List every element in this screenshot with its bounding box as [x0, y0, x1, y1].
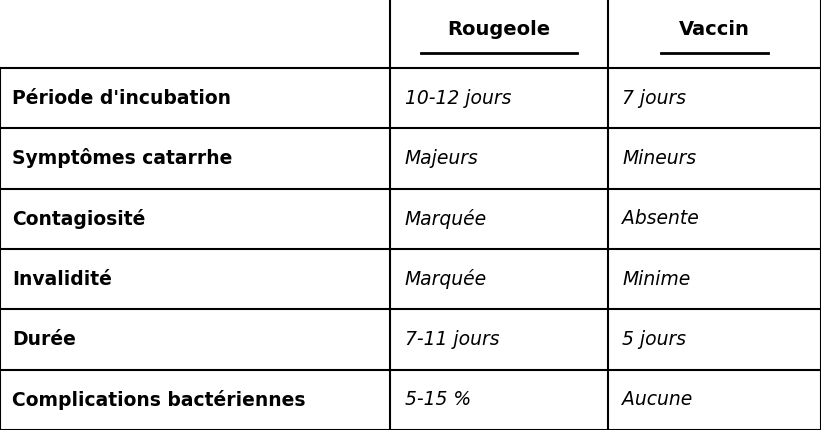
Text: Contagiosité: Contagiosité	[12, 209, 145, 229]
Text: Minime: Minime	[622, 270, 690, 289]
Text: Durée: Durée	[12, 330, 76, 349]
Text: Invalidité: Invalidité	[12, 270, 112, 289]
Text: Période d'incubation: Période d'incubation	[12, 89, 232, 108]
Text: Marquée: Marquée	[405, 209, 487, 229]
Text: Majeurs: Majeurs	[405, 149, 479, 168]
Text: 7 jours: 7 jours	[622, 89, 686, 108]
Text: Vaccin: Vaccin	[679, 20, 750, 39]
Text: Marquée: Marquée	[405, 269, 487, 289]
Text: Symptômes catarrhe: Symptômes catarrhe	[12, 148, 232, 169]
Text: Absente: Absente	[622, 209, 699, 228]
Text: Mineurs: Mineurs	[622, 149, 696, 168]
Text: 7-11 jours: 7-11 jours	[405, 330, 499, 349]
Text: Complications bactériennes: Complications bactériennes	[12, 390, 305, 410]
Text: Rougeole: Rougeole	[447, 20, 550, 39]
Text: 5 jours: 5 jours	[622, 330, 686, 349]
Text: 10-12 jours: 10-12 jours	[405, 89, 511, 108]
Text: 5-15 %: 5-15 %	[405, 390, 471, 409]
Text: Aucune: Aucune	[622, 390, 693, 409]
